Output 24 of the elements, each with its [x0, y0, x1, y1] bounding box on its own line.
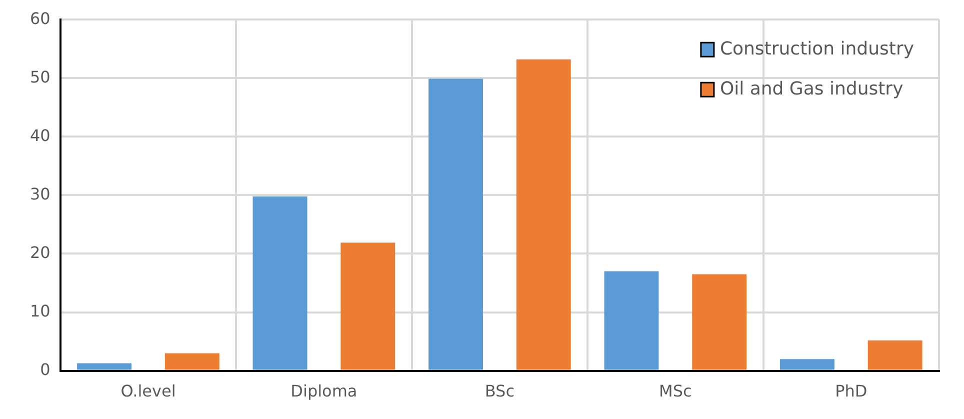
bar [604, 271, 659, 370]
y-tick-label: 20 [30, 242, 50, 262]
x-tick-label: O.level [120, 382, 176, 401]
x-tick-label: Diploma [290, 382, 358, 401]
bar [164, 353, 220, 370]
bar [868, 340, 922, 370]
y-tick-label: 30 [30, 184, 50, 204]
bar [77, 363, 132, 370]
y-tick-label: 0 [40, 360, 50, 379]
bar [340, 242, 396, 370]
bar [516, 59, 571, 370]
bar [780, 359, 834, 370]
y-tick-label: 10 [30, 301, 50, 320]
y-tick-label: 50 [30, 67, 50, 86]
bar [252, 196, 308, 370]
bar [428, 78, 483, 370]
legend-label: Oil and Gas industry [720, 78, 904, 100]
legend-label: Construction industry [720, 38, 914, 60]
bar [692, 274, 747, 370]
y-tick-label: 40 [30, 126, 50, 145]
y-tick-label: 60 [30, 8, 50, 28]
x-tick-label: BSc [484, 382, 515, 401]
x-tick-label: PhD [835, 382, 868, 401]
x-tick-label: MSc [659, 382, 692, 401]
